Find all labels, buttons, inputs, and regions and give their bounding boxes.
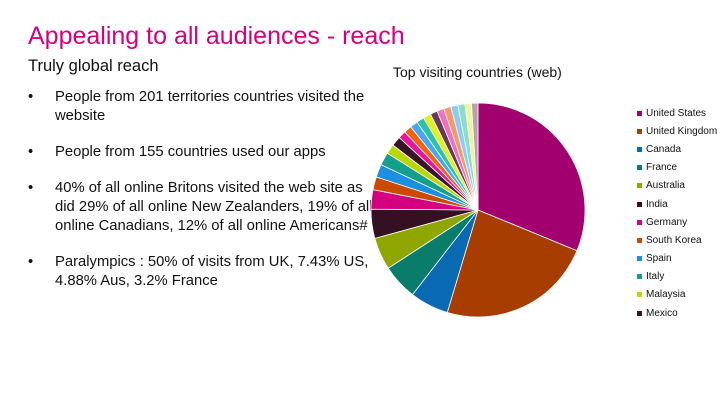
slide-title: Appealing to all audiences - reach — [28, 22, 405, 50]
legend-swatch — [637, 128, 642, 134]
legend-swatch — [637, 237, 642, 243]
legend-item: United Kingdom — [637, 122, 717, 140]
legend-label: South Korea — [646, 234, 702, 246]
legend-label: Italy — [646, 271, 665, 283]
legend-label: United States — [646, 107, 707, 119]
legend-swatch — [637, 292, 642, 298]
legend-swatch — [637, 165, 642, 171]
legend-swatch — [637, 274, 642, 280]
legend-item: Italy — [637, 268, 717, 286]
legend-item: India — [637, 195, 717, 213]
bullet-text: 40% of all online Britons visited the we… — [55, 180, 373, 234]
legend-item: Malaysia — [637, 286, 717, 304]
bullet-item: • Paralympics : 50% of visits from UK, 7.… — [28, 253, 373, 291]
bullet-text: People from 155 countries used our apps — [55, 144, 326, 160]
legend-label: Spain — [646, 253, 672, 265]
bullet-icon: • — [28, 89, 34, 105]
legend-label: Canada — [646, 143, 682, 155]
legend-swatch — [637, 146, 642, 152]
bullet-icon: • — [28, 144, 34, 160]
chart-title: Top visiting countries (web) — [393, 64, 562, 80]
legend-item: South Korea — [637, 231, 717, 249]
bullet-item: • People from 201 territories countries v… — [28, 88, 373, 126]
legend-swatch — [637, 110, 642, 116]
legend-swatch — [637, 310, 642, 316]
legend-item: Australia — [637, 177, 717, 195]
bullet-icon: • — [28, 180, 34, 196]
pie-slice-united-states — [477, 102, 586, 252]
slide-subtitle: Truly global reach — [28, 57, 159, 75]
legend-item: France — [637, 159, 717, 177]
legend-swatch — [637, 201, 642, 207]
legend-label: United Kingdom — [646, 125, 718, 137]
bullet-icon: • — [28, 254, 34, 270]
legend-item: Germany — [637, 213, 717, 231]
legend-label: India — [646, 198, 668, 210]
legend-swatch — [637, 256, 642, 262]
legend-item: Spain — [637, 250, 717, 268]
legend-swatch — [637, 219, 642, 225]
legend-label: Malaysia — [646, 289, 686, 301]
legend-label: Mexico — [646, 307, 678, 319]
legend-label: France — [646, 162, 678, 174]
bullet-text: Paralympics : 50% of visits from UK, 7.4… — [55, 254, 369, 289]
bullet-item: • People from 155 countries used our apps — [28, 143, 373, 162]
bullet-item: • 40% of all online Britons visited the w… — [28, 179, 373, 236]
chart-legend: United States United Kingdom Canada France A… — [637, 104, 717, 322]
pie-slice-23 — [471, 102, 479, 211]
bullet-list: • People from 201 territories countries v… — [28, 88, 373, 308]
legend-swatch — [637, 183, 642, 189]
pie-slice-united-kingdom — [446, 209, 578, 318]
legend-label: Australia — [646, 180, 685, 192]
bullet-text: People from 201 territories countries vi… — [55, 89, 365, 124]
legend-label: Germany — [646, 216, 688, 228]
legend-item: Mexico — [637, 304, 717, 322]
legend-item: United States — [637, 104, 717, 122]
legend-item: Canada — [637, 140, 717, 158]
